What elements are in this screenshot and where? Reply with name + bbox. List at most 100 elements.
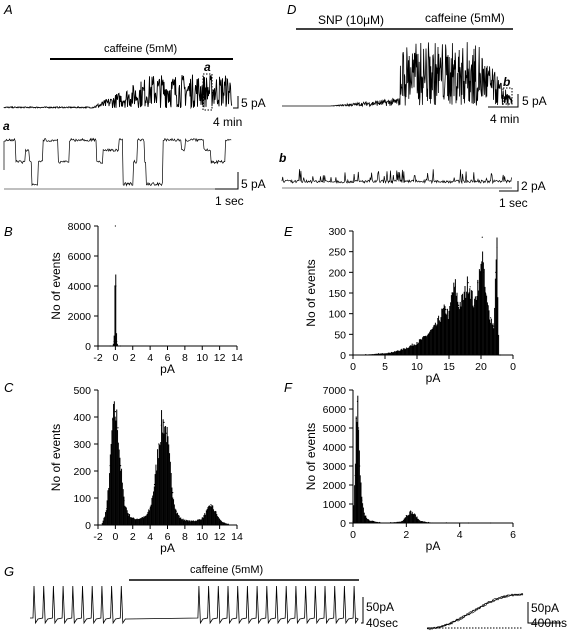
- y-tick-label-E: 200: [328, 267, 346, 279]
- scale-bar-a: [215, 172, 239, 190]
- snp-label: SNP (10μM): [318, 13, 384, 27]
- x-label-C: pA: [160, 541, 175, 555]
- x-tick-label-B: 4: [147, 352, 153, 364]
- x-label-B: pA: [160, 362, 175, 376]
- x-label-F: pA: [426, 539, 441, 553]
- scale-bar-G: [361, 597, 364, 624]
- panel-label-B: B: [4, 224, 13, 239]
- trace-G-inset-line: [426, 592, 524, 629]
- trace-D: SNP (10μM) caffeine (5mM) b 5 pA 4 min: [282, 11, 547, 126]
- y-tick-label-E: 300: [328, 226, 346, 238]
- y-tick-label-F: 0: [340, 518, 346, 530]
- trace-G-inset-signal: [426, 592, 524, 631]
- panel-label-E: E: [284, 224, 293, 239]
- panel-label-F: F: [284, 380, 293, 395]
- scale-bar-D: [488, 94, 519, 108]
- inset-label-a: a: [204, 60, 211, 74]
- data-point-F: [445, 522, 447, 524]
- y-label-E: No of events: [304, 259, 318, 326]
- x-tick-label-B: -2: [93, 352, 102, 364]
- y-tick-label-F: 1000: [323, 499, 347, 511]
- x-tick-label-B: 2: [130, 352, 136, 364]
- data-point-B: [109, 345, 111, 347]
- y-tick-label-E: 0: [340, 350, 346, 362]
- scale-y-A: 5 pA: [241, 96, 266, 110]
- x-tick-label-F: 6: [510, 529, 516, 541]
- y-tick-label-F: 5000: [323, 423, 347, 435]
- x-tick-label-B: 14: [231, 352, 243, 364]
- y-tick-label-F: 7000: [323, 385, 347, 397]
- caffeine-label-G: caffeine (5mM): [190, 564, 263, 576]
- data-point-C: [117, 427, 119, 429]
- caffeine-label-A: caffeine (5mM): [104, 43, 177, 55]
- trace-A: caffeine (5mM) a 5 pA 4 min: [3, 43, 266, 129]
- y-tick-label-C: 400: [73, 412, 91, 424]
- data-point-F: [490, 522, 492, 524]
- y-tick-label-B: 4000: [68, 281, 92, 293]
- x-tick-label-B: 6: [165, 352, 171, 364]
- x-tick-label-C: 4: [147, 531, 153, 543]
- y-tick-label-B: 8000: [68, 221, 92, 233]
- data-point-E: [416, 342, 418, 344]
- x-tick-label-B: 10: [196, 352, 208, 364]
- y-tick-label-E: 150: [328, 288, 346, 300]
- trace-A-signal: [3, 74, 233, 110]
- x-tick-label-C: 14: [231, 531, 243, 543]
- trace-G-signal: [30, 585, 359, 625]
- x-label-E: pA: [426, 371, 441, 385]
- data-point-E: [469, 286, 471, 288]
- x-tick-label-F: 2: [403, 529, 409, 541]
- y-tick-label-B: 6000: [68, 251, 92, 263]
- data-point-E: [490, 317, 492, 319]
- data-point-B: [119, 345, 122, 347]
- panel-label-C: C: [4, 380, 14, 395]
- trace-a: 5 pA 1 sec: [3, 137, 266, 208]
- scale-x-a: 1 sec: [215, 194, 244, 208]
- data-point-C: [163, 421, 165, 423]
- x-tick-label-C: 2: [130, 531, 136, 543]
- data-point-E: [499, 354, 501, 356]
- y-tick-label-E: 50: [334, 329, 346, 341]
- y-tick-label-E: 250: [328, 247, 346, 259]
- trace-G-inset-line: [426, 593, 524, 630]
- scale-x-G: 40sec: [366, 616, 398, 630]
- data-point-E: [467, 282, 469, 284]
- data-point-C: [210, 504, 212, 506]
- caffeine-label-D: caffeine (5mM): [425, 11, 505, 25]
- inset-box-a: [202, 73, 213, 111]
- y-tick-label-F: 2000: [323, 480, 347, 492]
- x-tick-label-C: 10: [196, 531, 208, 543]
- trace-D-signal: [282, 42, 513, 108]
- data-point-B: [114, 225, 116, 227]
- panel-label-G: G: [4, 564, 14, 579]
- x-tick-label-B: 8: [182, 352, 188, 364]
- y-tick-label-C: 500: [73, 385, 91, 397]
- x-tick-label-C: -2: [93, 531, 102, 543]
- scale-bar-A: [233, 96, 239, 109]
- scale-y-G: 50pA: [366, 600, 394, 614]
- trace-a-signal: [3, 137, 232, 190]
- panel-label-A: A: [3, 2, 13, 17]
- trace-b-line: [281, 169, 512, 185]
- panel-label-D: D: [287, 2, 296, 17]
- y-tick-label-C: 100: [73, 493, 91, 505]
- y-tick-label-B: 0: [85, 341, 91, 353]
- data-point-E: [481, 236, 483, 238]
- y-tick-label-C: 300: [73, 439, 91, 451]
- y-label-C: No of events: [49, 424, 63, 491]
- scale-bar-G-inset: [527, 602, 561, 624]
- x-tick-label-C: 8: [182, 531, 188, 543]
- trace-b: 2 pA 1 sec: [281, 169, 546, 210]
- x-tick-label-E: 10: [411, 361, 423, 373]
- x-tick-label-E: 15: [443, 361, 455, 373]
- trace-A-line: [3, 74, 233, 110]
- x-tick-label-C: 6: [165, 531, 171, 543]
- y-tick-label-F: 3000: [323, 461, 347, 473]
- data-point-E: [352, 354, 354, 356]
- x-tick-label-E: 0: [350, 361, 356, 373]
- scale-x-A: 4 min: [213, 115, 242, 129]
